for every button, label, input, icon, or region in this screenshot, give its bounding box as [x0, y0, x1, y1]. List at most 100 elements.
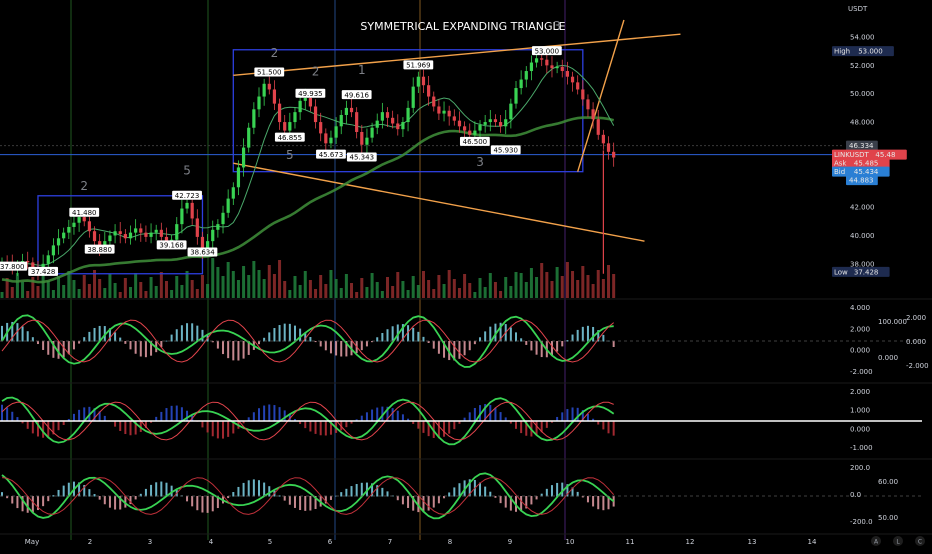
histogram-bar [345, 421, 348, 428]
volume-bar [41, 272, 45, 298]
volume-bar [401, 281, 405, 298]
candle-body [519, 79, 523, 89]
histogram-bar [355, 484, 358, 497]
candle-body [46, 255, 50, 264]
swing-label-box [84, 244, 115, 254]
histogram-bar [299, 328, 302, 342]
histogram-bar [401, 324, 404, 342]
volume-bar [391, 286, 395, 298]
volume-bar [514, 272, 518, 298]
histogram-bar [150, 341, 153, 356]
histogram-bar [612, 421, 615, 436]
volume-bar [329, 270, 333, 298]
axis-toggle-glyph: A [874, 539, 879, 546]
histogram-bar [108, 328, 111, 342]
histogram-bar [186, 496, 189, 502]
candle-body [26, 260, 30, 263]
histogram-bar [252, 412, 255, 422]
volume-bar [350, 283, 354, 298]
volume-bar [370, 273, 374, 298]
histogram-bar [592, 496, 595, 507]
histogram-bar [232, 341, 235, 361]
candle-body [606, 143, 611, 152]
volume-bar [67, 271, 71, 298]
volume-bar [488, 273, 492, 298]
candle-body [416, 76, 420, 87]
price-axis-tag [832, 158, 890, 169]
volume-bar [288, 290, 292, 298]
candle-body [612, 151, 616, 158]
histogram-bar [597, 421, 600, 425]
histogram-bar [556, 341, 559, 352]
time-tick: 4 [209, 538, 214, 546]
histogram-bar [525, 496, 528, 509]
volume-bar [15, 273, 19, 298]
histogram-bar [78, 482, 81, 497]
histogram-bar [139, 341, 142, 357]
candle-body [226, 198, 230, 213]
histogram-bar [216, 496, 219, 509]
histogram-bar [453, 341, 456, 361]
histogram-bar [206, 421, 209, 433]
price-tick: 52.000 [850, 62, 875, 70]
histogram-bar [458, 341, 461, 359]
candle-body [277, 103, 282, 123]
histogram-bar [309, 421, 312, 432]
histogram-bar [216, 421, 219, 439]
candle-body [555, 66, 559, 69]
histogram-bar [494, 323, 497, 342]
volume-bar [0, 292, 4, 298]
volume-bar [447, 270, 451, 298]
histogram-bar [42, 421, 45, 438]
histogram-bar [268, 486, 271, 497]
histogram-bar [314, 496, 317, 510]
volume-bar [262, 279, 266, 298]
swing-label: 37.800 [0, 263, 25, 271]
volume-bar [303, 271, 307, 298]
volume-bar [57, 276, 61, 298]
histogram-bar [468, 341, 471, 351]
histogram-bar [376, 407, 379, 422]
candle-body [370, 127, 374, 138]
candle-body [355, 112, 359, 132]
price-tag-label: High [834, 48, 850, 56]
histogram-bar [576, 329, 579, 342]
volume-bar [252, 261, 256, 298]
histogram-bar [329, 421, 332, 435]
volume-bar [591, 284, 595, 298]
histogram-bar [509, 421, 512, 424]
candle-body [77, 217, 81, 223]
oscillator-tick: 50.00 [878, 514, 898, 522]
histogram-bar [309, 496, 312, 511]
oscillator-tick: 0.000 [850, 425, 870, 433]
volume-bar [324, 284, 328, 298]
volume-bar [416, 285, 420, 298]
volume-bar [411, 276, 415, 298]
axis-toggle-glyph: C [918, 539, 922, 546]
time-tick: 11 [626, 538, 635, 546]
oscillator-tick: -200.0 [850, 518, 873, 526]
candle-body [457, 120, 462, 127]
price-tick: 48.000 [850, 119, 875, 127]
candle-body [236, 167, 241, 188]
volume-bar [432, 289, 436, 298]
oscillator-line-fast [1, 396, 615, 446]
wave-label: 3 [476, 155, 484, 169]
volume-bar [596, 270, 600, 298]
volume-bar [437, 275, 441, 298]
volume-bar [293, 276, 297, 298]
histogram-bar [612, 341, 615, 347]
volume-bar [380, 291, 384, 298]
volume-bar [236, 280, 240, 298]
histogram-bar [201, 496, 204, 513]
candle-body [509, 103, 513, 120]
histogram-bar [319, 421, 322, 436]
trendline [577, 19, 625, 172]
histogram-bar [227, 421, 230, 437]
histogram-bar [26, 331, 29, 342]
histogram-bar [170, 405, 173, 422]
candle-body [231, 187, 235, 199]
volume-bar [206, 284, 210, 298]
histogram-bar [571, 407, 574, 422]
